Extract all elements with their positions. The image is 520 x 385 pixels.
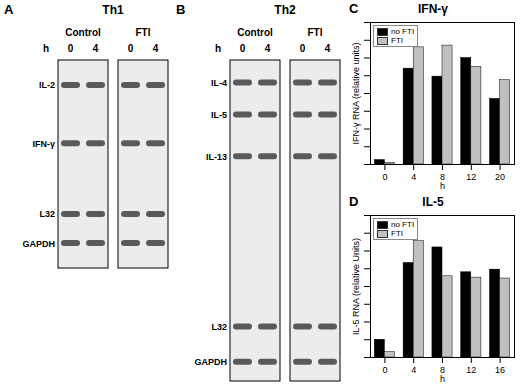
svg-text:GAPDH: GAPDH — [22, 239, 55, 249]
svg-text:IL-13: IL-13 — [206, 152, 227, 162]
svg-text:IL-5: IL-5 — [211, 110, 227, 120]
svg-text:12: 12 — [466, 172, 476, 182]
svg-text:0: 0 — [382, 365, 387, 375]
svg-text:L32: L32 — [39, 209, 55, 219]
html-text:no FTI: no FTI — [391, 220, 415, 229]
svg-text:B: B — [176, 2, 185, 17]
svg-text:FTI: FTI — [136, 27, 151, 38]
html-text:IFN-γ: IFN-γ — [418, 2, 448, 16]
html-text:no FTI: no FTI — [391, 27, 415, 36]
svg-text:4: 4 — [325, 43, 331, 54]
svg-text:4: 4 — [153, 43, 159, 54]
svg-text:0: 0 — [240, 43, 246, 54]
svg-text:GAPDH: GAPDH — [194, 357, 227, 367]
svg-text:h: h — [43, 43, 49, 54]
html-text:D: D — [349, 194, 359, 209]
svg-text:16: 16 — [495, 365, 505, 375]
html-text:IL-5: IL-5 — [422, 195, 444, 209]
svg-text:4: 4 — [265, 43, 271, 54]
svg-text:A: A — [4, 2, 14, 17]
svg-text:h: h — [440, 374, 445, 384]
html-text:C: C — [349, 1, 359, 16]
svg-text:0: 0 — [68, 43, 74, 54]
svg-text:IFN-γ: IFN-γ — [33, 139, 56, 149]
svg-text:12: 12 — [466, 365, 476, 375]
svg-text:4: 4 — [411, 365, 416, 375]
svg-text:0: 0 — [300, 43, 306, 54]
svg-text:Th2: Th2 — [274, 3, 296, 17]
svg-text:IL-5 RNA (relative Units): IL-5 RNA (relative Units) — [351, 238, 361, 335]
svg-text:4: 4 — [93, 43, 99, 54]
html-text:FTI: FTI — [391, 36, 403, 45]
svg-text:0: 0 — [382, 172, 387, 182]
svg-text:8: 8 — [440, 171, 445, 182]
svg-text:IL-4: IL-4 — [211, 78, 227, 88]
svg-text:FTI: FTI — [308, 27, 323, 38]
svg-text:IL-2: IL-2 — [39, 80, 55, 90]
svg-text:IFN-γ RNA (relative units): IFN-γ RNA (relative units) — [351, 42, 361, 144]
svg-text:L32: L32 — [211, 322, 227, 332]
html-text:FTI: FTI — [391, 229, 403, 238]
svg-text:8: 8 — [440, 364, 445, 375]
svg-text:0: 0 — [128, 43, 134, 54]
svg-text:h: h — [215, 43, 221, 54]
svg-text:4: 4 — [411, 172, 416, 182]
svg-text:Th1: Th1 — [102, 3, 124, 17]
svg-text:h: h — [440, 181, 445, 191]
svg-text:Control: Control — [237, 27, 273, 38]
svg-text:20: 20 — [495, 172, 505, 182]
svg-text:Control: Control — [65, 27, 101, 38]
